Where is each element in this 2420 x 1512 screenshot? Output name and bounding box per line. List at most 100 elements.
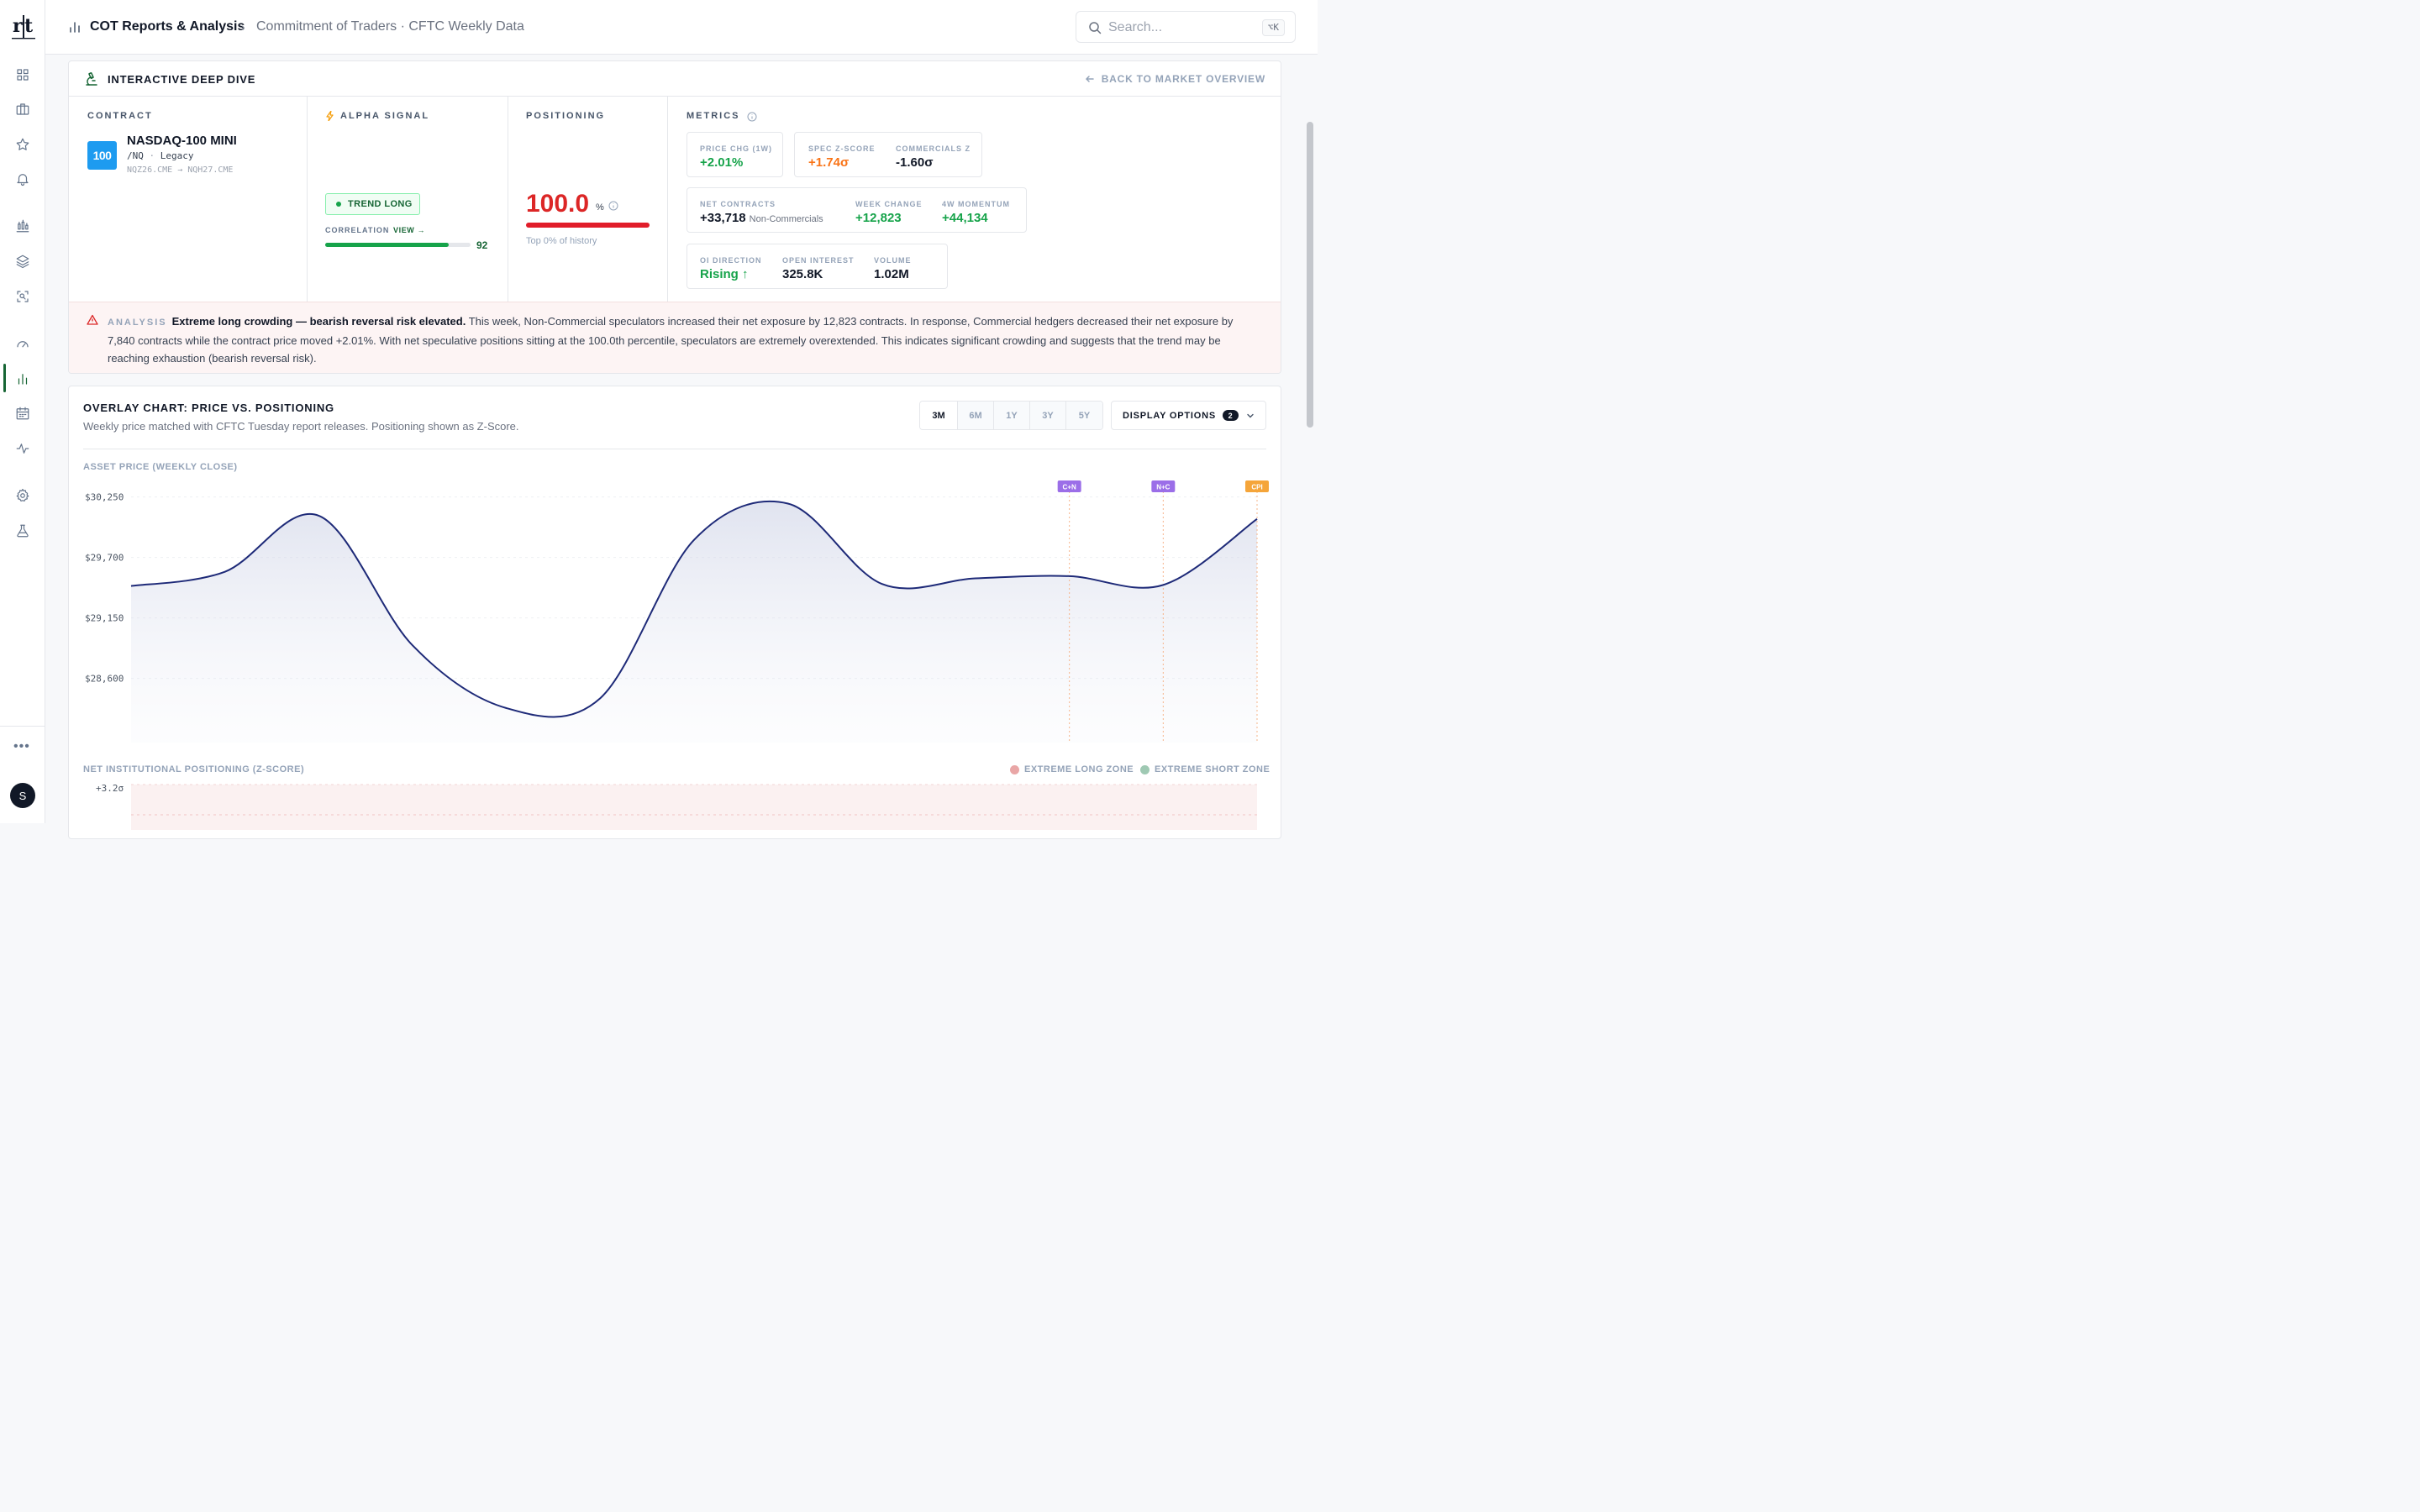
legend-long-label: EXTREME LONG ZONE [1024,764,1134,774]
net-contracts-number: +33,718 [700,211,746,225]
contract-logo: 100 [87,141,117,170]
display-options-button[interactable]: DISPLAY OPTIONS 2 [1111,401,1266,430]
contract-symbol: /NQ · Legacy [127,150,194,161]
volume-label: VOLUME [874,256,912,265]
event-marker-badge [1057,480,1081,492]
contract-name: NASDAQ-100 MINI [127,134,237,148]
briefcase-icon[interactable] [14,101,31,118]
zscore-chart-label: NET INSTITUTIONAL POSITIONING (Z-SCORE) [83,764,305,774]
pulse-icon[interactable] [14,440,31,457]
correlation-label: CORRELATION [325,226,390,234]
timeframe-3m[interactable]: 3M [920,402,958,429]
rt-logo[interactable]: r t [12,13,35,40]
spec-z-label: SPEC Z-SCORE [808,144,876,153]
price-line [130,500,1258,718]
svg-text:r: r [13,15,23,37]
search-box[interactable]: ⌥K [1076,11,1296,43]
correlation-view-link[interactable]: VIEW → [393,226,426,234]
analysis-box: ANALYSIS Extreme long crowding — bearish … [69,302,1281,373]
bell-icon[interactable] [14,171,31,187]
extreme-long-zone [131,785,1257,830]
info-icon[interactable] [608,201,618,211]
spec-z-value: +1.74σ [808,155,850,170]
net-contracts-label: NET CONTRACTS [700,200,776,208]
momentum-label: 4W MOMENTUM [942,200,1010,208]
price-chart-label: ASSET PRICE (WEEKLY CLOSE) [83,462,238,472]
symbol-text: /NQ [127,150,144,161]
top-bar: COT Reports & Analysis › Commitment of T… [45,0,1318,55]
correlation-bar-fill [325,243,450,247]
settings-icon[interactable] [14,487,31,504]
analysis-text: ANALYSIS Extreme long crowding — bearish … [108,312,1263,367]
price-area [131,501,1257,743]
event-marker-badge [1245,480,1269,492]
legend-short-label: EXTREME SHORT ZONE [1155,764,1270,774]
open-interest-card: OI DIRECTION Rising ↑ OPEN INTEREST 325.… [687,244,948,289]
chart-title: OVERLAY CHART: PRICE VS. POSITIONING [83,402,334,414]
active-indicator [3,364,6,392]
analysis-headline: Extreme long crowding — bearish reversal… [171,315,466,328]
contract-codes: NQZ26.CME → NQH27.CME [127,165,234,175]
panel-title: INTERACTIVE DEEP DIVE [108,73,256,86]
y-tick-label: $28,600 [85,674,124,685]
search-input[interactable] [1108,18,1251,37]
timeframe-5y[interactable]: 5Y [1066,402,1102,429]
panel-header: INTERACTIVE DEEP DIVE BACK TO MARKET OVE… [69,61,1281,97]
positioning-value: 100.0 [526,190,590,218]
calendar-icon[interactable] [14,405,31,422]
scan-icon[interactable] [14,288,31,305]
info-icon[interactable] [747,112,757,122]
deep-dive-panel: INTERACTIVE DEEP DIVE BACK TO MARKET OVE… [68,60,1281,374]
event-marker-label: CPI [1251,484,1262,491]
layers-icon[interactable] [14,253,31,270]
commercials-z-label: COMMERCIALS Z [896,144,971,153]
avatar[interactable]: S [10,783,35,808]
timeframe-6m[interactable]: 6M [958,402,994,429]
oi-direction-value: Rising ↑ [700,267,749,281]
momentum-value: +44,134 [942,211,988,225]
gauge-icon[interactable] [14,335,31,352]
breadcrumb-subtitle: Commitment of Traders · CFTC Weekly Data [256,19,524,34]
zscore-chart[interactable]: +3.2σ [69,780,1281,830]
overlay-chart-panel: OVERLAY CHART: PRICE VS. POSITIONING Wee… [68,386,1281,839]
svg-text:t: t [24,15,34,37]
candles-icon[interactable] [14,218,31,234]
correlation-value: 92 [476,239,488,251]
y-tick-label: $30,250 [85,492,124,503]
contract-type: Legacy [160,150,194,161]
y-tick-label: $29,700 [85,553,124,564]
timeframe-selector: 3M 6M 1Y 3Y 5Y [919,401,1103,430]
price-change-card: PRICE CHG (1W) +2.01% [687,132,783,177]
metrics-cell: METRICS [668,97,1281,302]
search-icon [1089,22,1102,34]
y-tick-label: $29,150 [85,613,124,624]
more-icon[interactable]: ••• [13,739,30,753]
positioning-note: Top 0% of history [526,236,597,246]
bar-chart-icon[interactable] [14,370,31,387]
timeframe-3y[interactable]: 3Y [1030,402,1066,429]
event-marker-badge [1151,480,1176,492]
bar-chart-icon [70,22,80,33]
display-options-label: DISPLAY OPTIONS [1123,410,1217,421]
commercials-z-value: -1.60σ [896,155,934,170]
page-title[interactable]: COT Reports & Analysis [90,19,245,34]
star-icon[interactable] [14,136,31,153]
dashboard-icon[interactable] [14,66,31,83]
analysis-body: This week, Non-Commercial speculators in… [108,315,1234,365]
legend-short: EXTREME SHORT ZONE [1140,764,1270,774]
back-label: BACK TO MARKET OVERVIEW [1101,73,1265,85]
event-marker-label: N+C [1156,484,1170,491]
lightning-icon [326,111,334,121]
positioning-unit: % [596,202,604,213]
back-to-market-overview-link[interactable]: BACK TO MARKET OVERVIEW [1085,73,1265,85]
scrollbar-thumb[interactable] [1307,122,1313,428]
event-marker-label: C+N [1063,484,1076,491]
flask-icon[interactable] [14,522,31,539]
timeframe-1y[interactable]: 1Y [994,402,1030,429]
contract-cell: CONTRACT [69,97,308,302]
week-change-label: WEEK CHANGE [855,200,923,208]
price-chart[interactable]: $30,250 $29,700 $29,150 $28,600 C+N N+C CPI [69,470,1281,756]
display-options-count: 2 [1223,410,1239,421]
metrics-label: METRICS [687,111,740,121]
alpha-cell: ALPHA SIGNAL [308,97,508,302]
